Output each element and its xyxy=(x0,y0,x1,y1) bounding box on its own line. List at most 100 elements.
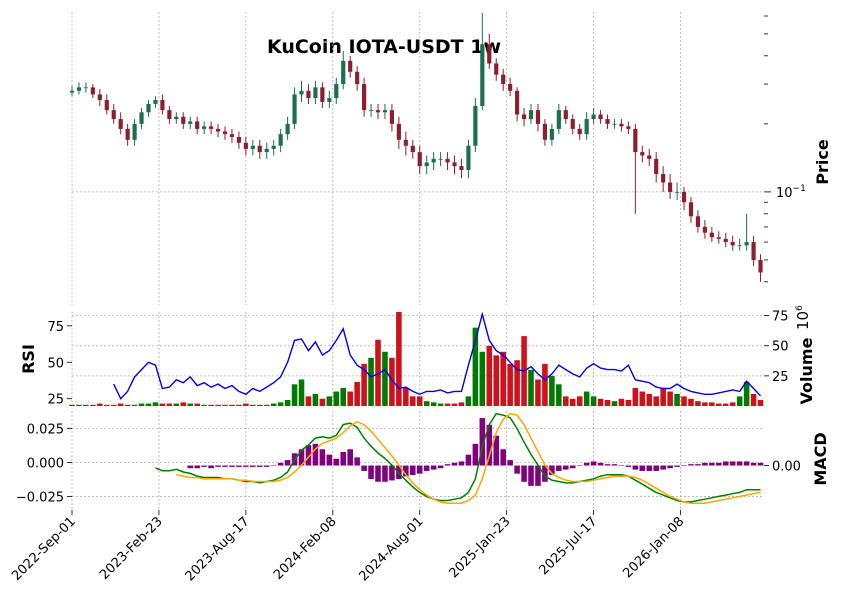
volume-bar xyxy=(514,360,520,406)
volume-bar xyxy=(451,403,458,406)
candle-body xyxy=(605,119,610,124)
macd-histogram-bar xyxy=(493,435,500,466)
macd-histogram-bar xyxy=(208,465,214,469)
candle-body xyxy=(445,158,450,163)
candle-body xyxy=(341,60,346,85)
macd-histogram-bar xyxy=(646,465,653,471)
volume-bar xyxy=(152,402,159,406)
volume-bar xyxy=(166,403,173,406)
candle-body xyxy=(382,110,388,113)
volume-bar xyxy=(145,403,152,406)
tick-exponent: −1 xyxy=(793,184,806,194)
volume-bar xyxy=(500,351,506,406)
macd-histogram-bar xyxy=(743,461,750,466)
volume-bar xyxy=(556,384,562,406)
macd-histogram-bar xyxy=(201,465,207,467)
candle-body xyxy=(306,90,311,99)
macd-histogram-bar xyxy=(722,461,729,466)
volume-bar xyxy=(653,396,659,406)
macd-histogram-bar xyxy=(256,465,263,467)
volume-bar xyxy=(576,396,583,406)
volume-bar xyxy=(674,393,680,406)
macd-histogram-bar xyxy=(625,465,632,467)
candle-body xyxy=(647,155,652,159)
macd-histogram-bar xyxy=(667,465,673,469)
volume-bar xyxy=(646,393,653,406)
macd-histogram-bar xyxy=(430,465,437,470)
x-tick-label: 2025-Jul-17 xyxy=(536,514,600,578)
macd-histogram-bar xyxy=(270,465,277,467)
y2-tick-label: 25 xyxy=(772,370,789,385)
candle-body xyxy=(250,145,255,149)
candle-body xyxy=(125,128,130,140)
volume-bar xyxy=(410,396,416,406)
candle-body xyxy=(174,116,179,120)
macd-histogram-bar xyxy=(535,465,541,486)
volume-bar xyxy=(368,357,374,406)
candle-body xyxy=(681,191,687,203)
volume-bar xyxy=(416,396,423,406)
macd-histogram-bar xyxy=(215,465,221,467)
candle-body xyxy=(542,123,548,140)
signal-line xyxy=(176,412,761,504)
macd-histogram-bar xyxy=(736,461,743,466)
volume-bar xyxy=(507,363,513,406)
macd-histogram-bar xyxy=(375,465,381,482)
candle-body xyxy=(362,84,367,111)
volume-bar xyxy=(493,355,500,406)
volume-bar xyxy=(208,404,214,406)
macd-histogram-bar xyxy=(507,460,513,466)
candle-body xyxy=(132,123,137,140)
candle-body xyxy=(473,105,478,146)
candle-body xyxy=(153,100,158,104)
candle-body xyxy=(320,87,325,102)
x-tick-label: 2025-Jan-23 xyxy=(446,514,513,581)
candle-body xyxy=(535,110,541,124)
candle-body xyxy=(556,110,561,129)
macd-histogram-bar xyxy=(590,461,597,466)
volume-bar xyxy=(138,403,145,406)
macd-histogram-bar xyxy=(284,460,291,466)
volume-bar xyxy=(486,345,493,406)
candle-body xyxy=(104,100,109,111)
volume-bar xyxy=(229,404,235,406)
volume-bar xyxy=(681,396,687,406)
volume-bar xyxy=(639,391,646,406)
macd-histogram-bar xyxy=(563,465,569,470)
macd-histogram-bar xyxy=(410,465,416,476)
volume-bar xyxy=(375,339,381,406)
macd-histogram-bar xyxy=(236,465,242,467)
volume-bar xyxy=(396,312,402,406)
volume-bar xyxy=(604,399,611,406)
x-tick-label: 2026-Jan-08 xyxy=(620,514,687,581)
macd-histogram-bar xyxy=(423,465,430,471)
volume-bar xyxy=(326,396,333,406)
y-axis-title: Price xyxy=(813,139,832,185)
volume-bar xyxy=(76,404,82,406)
candle-body xyxy=(702,226,707,233)
volume-bar xyxy=(90,404,96,406)
volume-bar xyxy=(354,381,360,406)
volume-bar xyxy=(702,402,708,406)
volume-bar xyxy=(632,387,639,406)
candle-body xyxy=(619,123,624,127)
candle-body xyxy=(431,158,436,163)
rsi-line xyxy=(113,311,762,400)
volume-bar xyxy=(583,391,590,406)
candle-body xyxy=(188,121,193,124)
y2-tick-label: 50 xyxy=(772,340,789,355)
candle-body xyxy=(521,114,527,120)
volume-bar xyxy=(528,369,534,406)
volume-bar xyxy=(729,402,736,406)
volume-bar xyxy=(625,399,632,406)
volume-bar xyxy=(709,402,715,406)
macd-histogram-bar xyxy=(681,465,687,467)
volume-bar xyxy=(549,375,555,406)
volume-bar xyxy=(437,403,444,406)
volume-bar xyxy=(69,404,75,406)
y2-tick-label: 0.00 xyxy=(772,460,801,475)
volume-bar xyxy=(695,401,701,406)
candle-body xyxy=(375,110,381,113)
volume-bar xyxy=(159,403,166,406)
